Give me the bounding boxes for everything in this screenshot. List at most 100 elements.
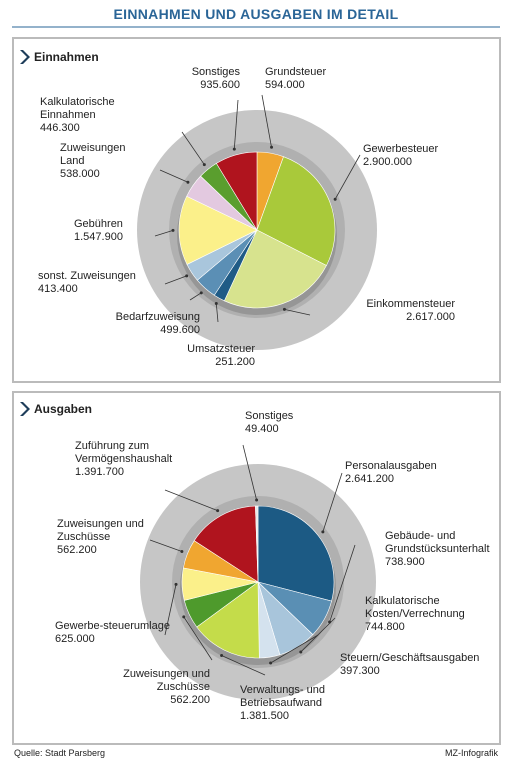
leader-dot [214, 301, 218, 305]
slice-name: Zuweisungen Land [60, 142, 126, 167]
slice-name: Gewerbe-steuerumlage [55, 620, 170, 632]
leader-dot [186, 180, 190, 184]
leader-dot [282, 307, 286, 311]
leader-line [189, 292, 202, 301]
slice-name: Zuführung zum Vermögenshaushalt [75, 440, 173, 465]
slice-name: Gebäude- und Grundstücksunterhalt [385, 530, 490, 555]
leader-line [221, 655, 266, 676]
page-title: EINNAHMEN UND AUSGABEN IM DETAIL [113, 6, 399, 22]
data-label: Zuführung zum Vermögenshaushalt 1.391.700 [75, 440, 195, 479]
slice-name: Gewerbesteuer [363, 143, 439, 155]
leader-line [329, 544, 356, 623]
pie-slice [257, 505, 335, 602]
pie-slice [256, 156, 336, 266]
leader-line [149, 539, 183, 552]
pie-slice [178, 195, 258, 265]
data-label: Kalkulatorische Einnahmen 446.300 [40, 96, 170, 135]
leader-dot [299, 650, 303, 654]
leader-dot [180, 550, 184, 554]
pie-slice [255, 505, 259, 583]
leader-dot [220, 653, 224, 657]
slice-name: Zuweisungen und Zuschüsse [57, 518, 144, 543]
leader-line [164, 275, 187, 285]
leader-dot [321, 530, 325, 534]
slice-value: 738.900 [385, 556, 425, 568]
leader-line [164, 584, 177, 636]
credit: MZ-Infografik [444, 748, 498, 758]
source: Quelle: Stadt Parsberg [14, 748, 106, 758]
chart-title: Ausgaben [34, 402, 93, 416]
arrow-icon [20, 402, 30, 416]
slice-value: 49.400 [245, 423, 279, 435]
data-label: Gewerbesteuer 2.900.000 [363, 143, 473, 169]
slice-value: 446.300 [40, 122, 80, 134]
data-label: Gewerbe-steuerumlage 625.000 [55, 620, 175, 646]
slice-name: sonst. Zuweisungen [38, 270, 136, 282]
slice-name: Einkommensteuer [366, 298, 455, 310]
leader-dot [174, 582, 178, 586]
leader-line [334, 154, 361, 200]
arrow-icon [20, 50, 30, 64]
data-label: Einkommensteuer 2.617.000 [345, 298, 455, 324]
data-label: Grundsteuer 594.000 [265, 66, 355, 92]
slice-value: 251.200 [215, 356, 255, 368]
slice-value: 594.000 [265, 79, 305, 91]
data-label: Umsatzsteuer 251.200 [175, 343, 255, 369]
slice-name: Kalkulatorische Einnahmen [40, 96, 115, 121]
leader-dot [182, 615, 186, 619]
data-label: Sonstiges 49.400 [245, 410, 305, 436]
data-label: Kalkulatorische Kosten/Verrechnung 744.80… [365, 595, 485, 634]
leader-dot [269, 661, 273, 665]
leader-line [261, 94, 272, 148]
data-label: Zuweisungen und Zuschüsse 562.200 [57, 518, 157, 557]
slice-name: Verwaltungs- und Betriebsaufwand [240, 684, 325, 709]
leader-dot [171, 228, 175, 232]
slice-value: 2.617.000 [406, 311, 455, 323]
leader-line [181, 131, 205, 165]
slice-name: Personalausgaben [345, 460, 437, 472]
slice-value: 562.200 [57, 544, 97, 556]
leader-dot [270, 145, 274, 149]
pie-slice [193, 505, 259, 583]
slice-name: Sonstiges [191, 66, 240, 78]
data-label: sonst. Zuweisungen 413.400 [38, 270, 158, 296]
pie-slice [196, 581, 260, 659]
leader-line [215, 303, 219, 323]
slice-name: Zuweisungen und Zuschüsse [123, 668, 210, 693]
slice-name: Gebühren [74, 218, 123, 230]
slice-name: Grundsteuer [265, 66, 327, 78]
slice-value: 744.800 [365, 621, 405, 633]
slice-value: 935.600 [200, 79, 240, 91]
slice-value: 625.000 [55, 633, 95, 645]
leader-dot [232, 147, 236, 151]
slice-value: 1.391.700 [75, 466, 124, 478]
leader-line [233, 99, 239, 150]
leader-dot [185, 274, 189, 278]
pie-slice [216, 151, 258, 232]
pie-slice [223, 229, 327, 309]
slice-value: 1.547.900 [74, 231, 123, 243]
slice-name: Steuern/Geschäftsausgaben [340, 652, 480, 664]
leader-dot [199, 291, 203, 295]
slice-name: Sonstiges [245, 410, 294, 422]
data-label: Verwaltungs- und Betriebsaufwand 1.381.50… [240, 684, 340, 723]
leader-line [322, 472, 343, 532]
slice-name: Bedarfzuweisung [115, 311, 200, 323]
leader-line [164, 489, 218, 512]
leader-dot [333, 197, 337, 201]
leader-line [284, 309, 311, 316]
data-label: Gebühren 1.547.900 [74, 218, 154, 244]
leader-dot [202, 163, 206, 167]
slice-value: 538.000 [60, 168, 100, 180]
data-label: Sonstiges 935.600 [180, 66, 240, 92]
slice-value: 2.641.200 [345, 473, 394, 485]
leader-dot [216, 509, 220, 513]
data-label: Steuern/Geschäftsausgaben 397.300 [340, 652, 485, 678]
slice-value: 499.600 [160, 324, 200, 336]
data-label: Bedarfzuweisung 499.600 [80, 311, 200, 337]
leader-line [154, 230, 174, 237]
slice-value: 397.300 [340, 665, 380, 677]
data-label: Personalausgaben 2.641.200 [345, 460, 465, 486]
